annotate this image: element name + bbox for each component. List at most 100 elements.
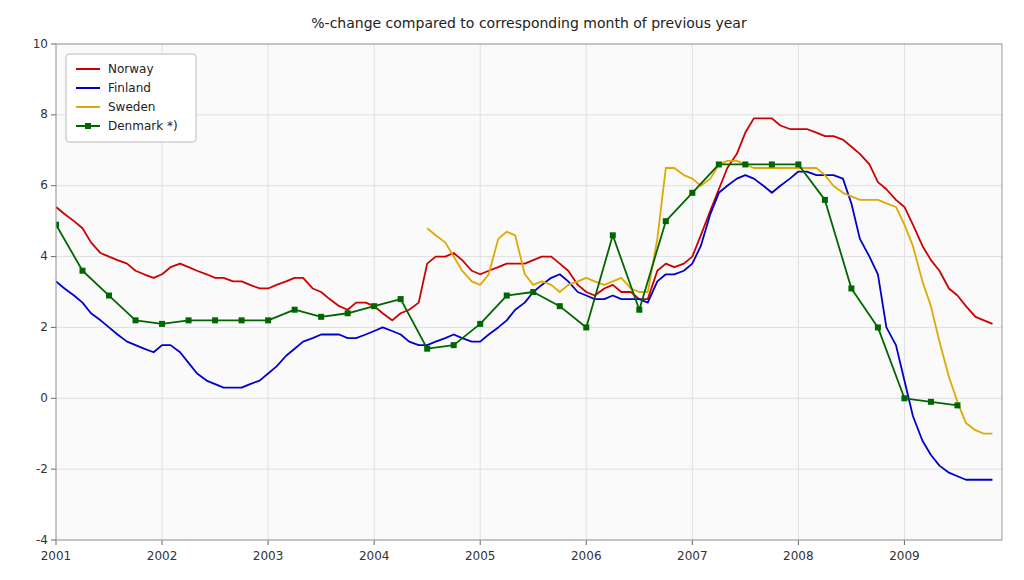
legend: Norway Finland Sweden Denmark *) — [66, 54, 196, 142]
legend-label: Finland — [108, 81, 151, 95]
plot-frame — [56, 44, 1002, 540]
legend-label: Sweden — [108, 100, 155, 114]
series-marker — [371, 303, 377, 309]
tick-x — [56, 540, 57, 545]
grid-line-x — [904, 44, 905, 540]
series-marker — [689, 190, 695, 196]
tick-x — [480, 540, 481, 545]
tick-y — [51, 185, 56, 186]
legend-box — [66, 54, 196, 142]
grid-line-y — [56, 469, 1002, 470]
tick-y — [51, 44, 56, 45]
series-marker — [80, 268, 86, 274]
tick-label-x: 2003 — [253, 549, 284, 563]
series-marker — [636, 307, 642, 313]
tick-label-y: 10 — [33, 37, 48, 51]
tick-x — [374, 540, 375, 545]
series-marker — [663, 218, 669, 224]
series — [56, 161, 960, 408]
series-marker — [212, 317, 218, 323]
tick-label-x: 2009 — [889, 549, 920, 563]
series-marker — [133, 317, 139, 323]
series-marker — [530, 289, 536, 295]
series-marker — [928, 399, 934, 405]
series-marker — [318, 314, 324, 320]
tick-label-y: 4 — [40, 249, 48, 263]
tick-x — [268, 540, 269, 545]
grid — [56, 44, 1002, 540]
legend-swatch — [76, 106, 100, 108]
series-marker — [954, 402, 960, 408]
tick-y — [51, 114, 56, 115]
series-marker — [557, 303, 563, 309]
axes: -4 -2 0 2 4 6 8 10 2001 2002 2003 2004 2005 2006 2007 2… — [33, 37, 920, 564]
grid-line-x — [692, 44, 693, 540]
tick-label-y: 8 — [40, 107, 48, 121]
grid-line-x — [480, 44, 481, 540]
grid-line-y — [56, 114, 1002, 115]
tick-x — [586, 540, 587, 545]
tick-x — [692, 540, 693, 545]
series-marker — [186, 317, 192, 323]
tick-label-x: 2007 — [677, 549, 708, 563]
series-marker — [583, 324, 589, 330]
tick-x — [798, 540, 799, 545]
series-marker — [451, 342, 457, 348]
series-marker — [424, 346, 430, 352]
series-marker — [292, 307, 298, 313]
series — [427, 161, 992, 434]
chart: -4 -2 0 2 4 6 8 10 2001 2002 2003 2004 2005 2006 2007 2… — [0, 0, 1024, 580]
tick-label-x: 2005 — [465, 549, 496, 563]
title: %-change compared to corresponding month… — [311, 15, 747, 31]
tick-y — [51, 398, 56, 399]
grid-line-y — [56, 327, 1002, 328]
tick-y — [51, 469, 56, 470]
series-marker — [769, 161, 775, 167]
series-marker — [265, 317, 271, 323]
tick-y — [51, 327, 56, 328]
series-marker — [159, 321, 165, 327]
data-area — [56, 118, 992, 479]
series-marker — [901, 395, 907, 401]
legend-label: Denmark *) — [108, 119, 178, 133]
grid-line-x — [374, 44, 375, 540]
plot-background — [56, 44, 1002, 540]
series-line — [56, 172, 992, 480]
grid-line-y — [56, 398, 1002, 399]
tick-label-y: 2 — [40, 320, 48, 334]
series-marker — [106, 293, 112, 299]
series — [56, 172, 992, 480]
series-line — [56, 164, 957, 405]
series-marker — [795, 161, 801, 167]
series-line — [427, 161, 992, 434]
series-marker — [848, 285, 854, 291]
grid-line-x — [798, 44, 799, 540]
grid-line-y — [56, 256, 1002, 257]
series-marker — [345, 310, 351, 316]
tick-label-y: -2 — [36, 462, 48, 476]
tick-label-x: 2002 — [147, 549, 178, 563]
legend-swatch — [76, 68, 100, 70]
tick-label-y: 6 — [40, 178, 48, 192]
grid-line-y — [56, 185, 1002, 186]
series-marker — [398, 296, 404, 302]
series-marker — [504, 293, 510, 299]
series-marker — [742, 161, 748, 167]
tick-label-x: 2006 — [571, 549, 602, 563]
series-marker — [610, 232, 616, 238]
tick-label-x: 2001 — [41, 549, 72, 563]
tick-label-y: 0 — [40, 391, 48, 405]
legend-marker — [85, 123, 91, 129]
tick-x — [904, 540, 905, 545]
grid-line-x — [268, 44, 269, 540]
legend-label: Norway — [108, 62, 154, 76]
tick-label-x: 2008 — [783, 549, 814, 563]
series-marker — [239, 317, 245, 323]
legend-swatch — [76, 87, 100, 89]
tick-y — [51, 256, 56, 257]
tick-label-x: 2004 — [359, 549, 390, 563]
tick-label-y: -4 — [36, 533, 48, 547]
series-marker — [822, 197, 828, 203]
tick-x — [162, 540, 163, 545]
series-marker — [875, 324, 881, 330]
